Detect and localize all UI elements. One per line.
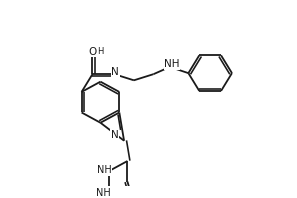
Text: N: N bbox=[110, 129, 118, 140]
Text: O: O bbox=[88, 47, 97, 57]
Text: N: N bbox=[111, 67, 119, 77]
Text: H: H bbox=[97, 48, 104, 56]
Text: NH: NH bbox=[164, 59, 180, 69]
Text: NH: NH bbox=[97, 165, 112, 175]
Text: NH: NH bbox=[96, 188, 111, 198]
